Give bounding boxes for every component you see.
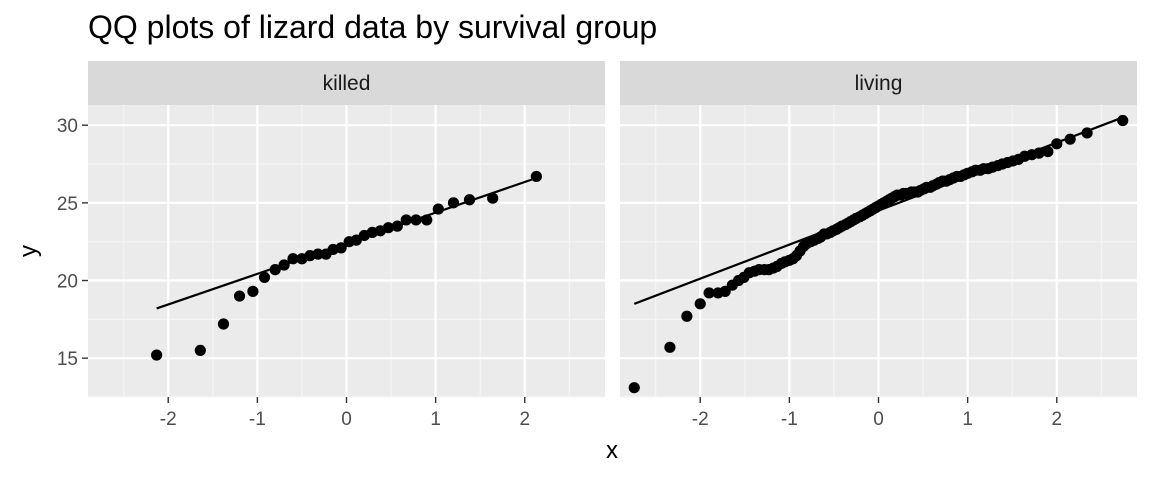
data-point bbox=[703, 287, 715, 299]
strip-background bbox=[620, 61, 1137, 105]
x-tick-label: -1 bbox=[249, 409, 266, 430]
data-point bbox=[335, 242, 347, 254]
x-tick-label: -2 bbox=[692, 409, 709, 430]
y-tick-label: 25 bbox=[57, 194, 78, 215]
x-axis-killed: -2 -1 0 1 2 bbox=[160, 397, 530, 430]
x-tick-label: -2 bbox=[160, 409, 177, 430]
data-point bbox=[312, 248, 324, 260]
x-tick-label: 0 bbox=[341, 409, 352, 430]
x-axis-living: -2 -1 0 1 2 bbox=[692, 397, 1062, 430]
facet-panel-killed: killed bbox=[88, 61, 605, 398]
data-point bbox=[1033, 147, 1045, 159]
y-tick-label: 30 bbox=[57, 116, 78, 137]
chart-title: QQ plots of lizard data by survival grou… bbox=[88, 9, 657, 45]
y-tick-label: 20 bbox=[57, 272, 78, 293]
strip-label-killed: killed bbox=[323, 72, 371, 95]
data-point bbox=[487, 192, 499, 204]
strip-label-living: living bbox=[855, 72, 903, 95]
x-tick-label: 0 bbox=[873, 409, 884, 430]
data-point bbox=[628, 382, 640, 394]
data-point bbox=[278, 259, 290, 271]
data-point bbox=[194, 344, 206, 357]
x-tick-label: 2 bbox=[519, 409, 530, 430]
strip-background bbox=[88, 61, 605, 105]
data-point bbox=[463, 194, 476, 206]
data-point bbox=[382, 222, 394, 234]
data-point bbox=[530, 170, 542, 183]
data-point bbox=[1042, 145, 1054, 158]
data-point bbox=[258, 271, 271, 284]
data-point bbox=[694, 298, 706, 310]
data-point bbox=[233, 290, 246, 302]
data-point bbox=[421, 214, 433, 226]
data-point bbox=[410, 214, 422, 226]
data-point bbox=[664, 341, 676, 353]
data-point bbox=[1064, 133, 1076, 145]
data-point bbox=[1081, 127, 1093, 139]
x-tick-label: 1 bbox=[962, 409, 973, 430]
x-tick-label: 1 bbox=[430, 409, 441, 430]
data-point bbox=[1117, 114, 1129, 127]
y-axis-title: y bbox=[15, 245, 42, 257]
data-point bbox=[1051, 138, 1063, 150]
data-point bbox=[391, 220, 403, 232]
x-tick-label: 2 bbox=[1051, 409, 1062, 430]
data-point bbox=[447, 197, 460, 209]
data-point bbox=[151, 349, 163, 361]
data-point bbox=[269, 264, 281, 276]
data-point bbox=[217, 318, 230, 330]
x-tick-label: -1 bbox=[781, 409, 798, 430]
facet-panel-living: living bbox=[620, 61, 1137, 398]
x-axis-title: x bbox=[606, 437, 618, 464]
y-axis: 15 20 25 30 bbox=[57, 116, 88, 370]
data-point bbox=[287, 253, 299, 265]
data-point bbox=[681, 310, 693, 322]
data-point bbox=[400, 214, 412, 226]
data-point bbox=[432, 203, 444, 215]
y-tick-label: 15 bbox=[57, 349, 78, 370]
data-point bbox=[247, 285, 259, 297]
